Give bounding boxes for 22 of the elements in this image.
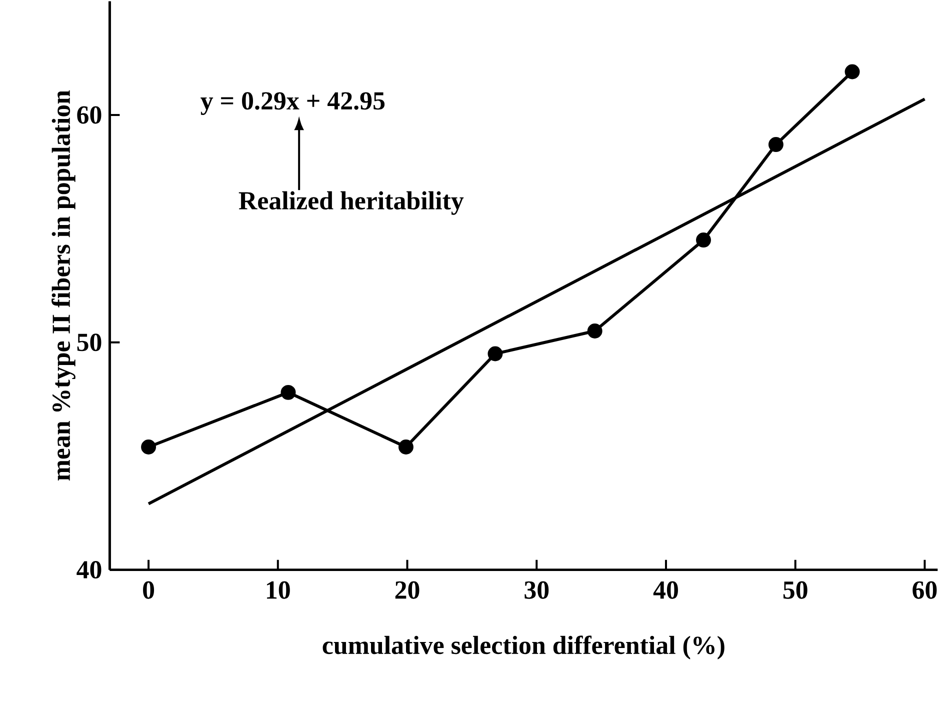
point — [768, 136, 784, 152]
x-axis-title: cumulative selection differential (%) — [322, 635, 724, 660]
point — [587, 323, 602, 338]
x-tick-label: 50 — [783, 581, 808, 599]
point — [844, 64, 860, 79]
x-tick-label: 10 — [267, 581, 290, 599]
x-tick-label: 20 — [395, 581, 420, 599]
point — [280, 384, 296, 400]
point — [398, 439, 414, 454]
y-tick-label: 60 — [77, 106, 102, 124]
x-tick-label: 0 — [143, 581, 154, 599]
y-tick-label: 40 — [76, 560, 102, 578]
x-tick-label: 40 — [653, 581, 678, 599]
y-tick-label: 50 — [77, 333, 102, 351]
x-tick-label: 30 — [524, 581, 549, 599]
y-axis-title: mean %type II fibers in population — [52, 90, 76, 480]
point — [141, 439, 156, 454]
x-tick-label: 60 — [912, 581, 937, 599]
annotation: Realized heritability — [238, 191, 464, 215]
annotation: y = 0.29x + 42.95 — [200, 92, 385, 115]
point — [488, 346, 503, 362]
point — [696, 232, 711, 248]
